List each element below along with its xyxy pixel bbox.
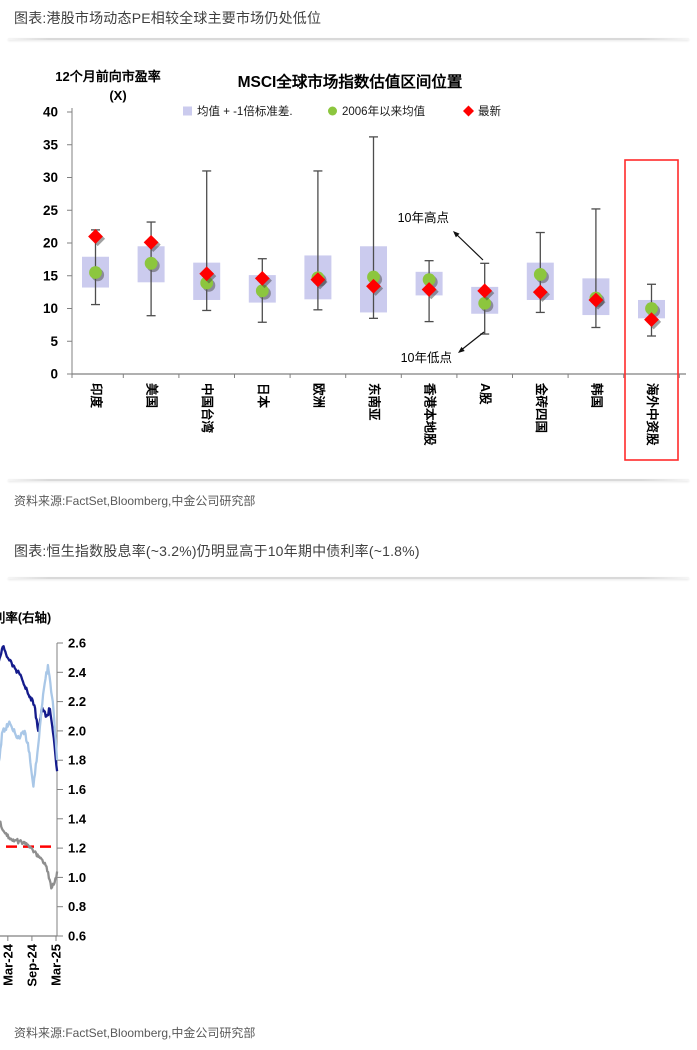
latest-marker <box>421 282 437 297</box>
series-line-yield-ratio <box>0 663 59 788</box>
chart2-legend-item: 恒生指数股息率/10年期中债利率(右轴) <box>0 610 51 625</box>
right-tick-label: 1.2 <box>68 841 86 856</box>
category-label-5: 东南亚 <box>367 383 382 421</box>
mean-marker <box>255 284 269 298</box>
mean-marker <box>533 268 547 281</box>
category-label-8: 金砖四国 <box>534 382 549 433</box>
latest-marker <box>588 292 604 308</box>
x-tick-label-22: Mar-24 <box>0 943 15 986</box>
figure1-source: 资料来源:FactSet,Bloomberg,中金公司研究部 <box>14 494 256 508</box>
yield-comparison-line-chart: (%)恒生指数股息率10年期中债利率恒生指数股息率/10年期中债利率(右轴)1.… <box>0 610 87 987</box>
category-label-3: 日本 <box>256 383 271 409</box>
chart1-legend-item: 2006年以来均值 <box>328 104 426 118</box>
figure2-caption: 图表:恒生指数股息率(~3.2%)仍明显高于10年期中债利率(~1.8%) <box>14 543 420 559</box>
market-column-9 <box>582 208 610 329</box>
latest-marker <box>366 278 381 294</box>
right-tick-label: 1.6 <box>68 782 86 797</box>
y-tick-label: 20 <box>43 236 58 251</box>
highlight-rectangle <box>624 159 679 461</box>
y-tick-label: 30 <box>43 170 58 185</box>
market-column-5 <box>360 136 387 319</box>
annotation-low-label: 10年低点 <box>401 351 452 365</box>
mean-marker <box>478 296 492 310</box>
mean-marker <box>645 302 658 315</box>
figure1-caption: 图表:港股市场动态PE相较全球主要市场仍处低位 <box>14 10 322 26</box>
y-tick-label: 25 <box>43 203 59 218</box>
mean-marker <box>144 256 158 270</box>
legend-label: 均值 + -1倍标准差. <box>197 104 293 118</box>
right-tick-label: 2.4 <box>68 665 87 680</box>
legend-label: 2006年以来均值 <box>342 104 426 118</box>
annotation-low-arrow <box>459 331 485 352</box>
x-tick-label-23: Sep-24 <box>24 943 39 986</box>
market-column-1 <box>137 221 165 317</box>
y-tick-label: 35 <box>43 137 59 152</box>
y-axis-title: 12个月前向市盈率 <box>55 69 160 84</box>
right-tick-label: 1.8 <box>68 753 86 768</box>
y-axis-unit: (X) <box>109 88 126 103</box>
latest-marker <box>199 266 215 282</box>
market-column-0 <box>82 229 109 306</box>
series-line-cgb-10y-yield <box>0 820 59 890</box>
category-label-2: 中国台湾 <box>200 383 215 434</box>
latest-marker <box>254 270 270 286</box>
category-label-9: 韩国 <box>589 383 604 408</box>
market-column-8 <box>526 231 554 314</box>
market-column-7 <box>471 262 499 335</box>
latest-legend-icon <box>463 105 474 117</box>
market-column-4 <box>304 170 332 311</box>
chart1-legend-item: 均值 + -1倍标准差. <box>183 104 293 118</box>
market-column-3 <box>248 258 276 323</box>
right-tick-label: 2.0 <box>68 723 86 738</box>
latest-marker <box>644 312 659 328</box>
separator-line-mid2 <box>8 577 689 579</box>
x-tick-label-24: Mar-25 <box>49 944 64 986</box>
latest-marker <box>310 272 326 288</box>
category-label-4: 欧洲 <box>311 383 326 408</box>
legend-label: 最新 <box>478 104 501 118</box>
mean-marker <box>89 266 102 279</box>
right-tick-label: 2.6 <box>68 636 86 651</box>
chart1-legend-item: 最新 <box>463 104 501 118</box>
category-label-6: 香港本地股 <box>423 382 438 446</box>
stddev-band-legend-icon <box>183 106 192 116</box>
category-label-1: 美国 <box>145 383 160 408</box>
separator-line-top <box>8 38 689 40</box>
right-tick-label: 1.0 <box>68 870 86 885</box>
latest-marker <box>477 283 493 299</box>
y-tick-label: 0 <box>50 367 58 382</box>
mean-legend-icon <box>328 106 337 116</box>
mean-marker <box>367 270 380 284</box>
right-tick-label: 2.2 <box>68 694 86 709</box>
annotation-high-arrow <box>454 232 484 261</box>
mean-marker <box>422 273 436 287</box>
latest-marker <box>143 234 159 250</box>
market-column-2 <box>193 170 221 312</box>
y-tick-label: 10 <box>43 301 58 316</box>
market-column-6 <box>415 260 443 323</box>
right-tick-label: 0.6 <box>68 929 86 944</box>
annotation-low-arrowhead <box>458 346 465 353</box>
market-column-10 <box>638 283 665 337</box>
y-tick-label: 5 <box>50 334 58 349</box>
category-label-0: 印度 <box>89 383 104 409</box>
latest-marker <box>88 229 103 244</box>
right-tick-label: 0.8 <box>68 899 86 914</box>
y-tick-label: 15 <box>43 268 59 283</box>
category-label-10: 海外中资股 <box>645 383 660 446</box>
separator-line-mid1 <box>8 479 689 481</box>
y-tick-label: 40 <box>43 105 58 120</box>
annotation-high-arrowhead <box>453 231 460 238</box>
latest-marker <box>532 284 548 300</box>
chart1-title: MSCI全球市场指数估值区间位置 <box>238 72 463 91</box>
annotation-high-label: 10年高点 <box>398 210 449 225</box>
right-tick-label: 1.4 <box>68 811 87 826</box>
category-label-7: A股 <box>478 383 493 405</box>
legend-label: 恒生指数股息率/10年期中债利率(右轴) <box>0 610 51 625</box>
figure2-source: 资料来源:FactSet,Bloomberg,中金公司研究部 <box>14 1026 256 1040</box>
